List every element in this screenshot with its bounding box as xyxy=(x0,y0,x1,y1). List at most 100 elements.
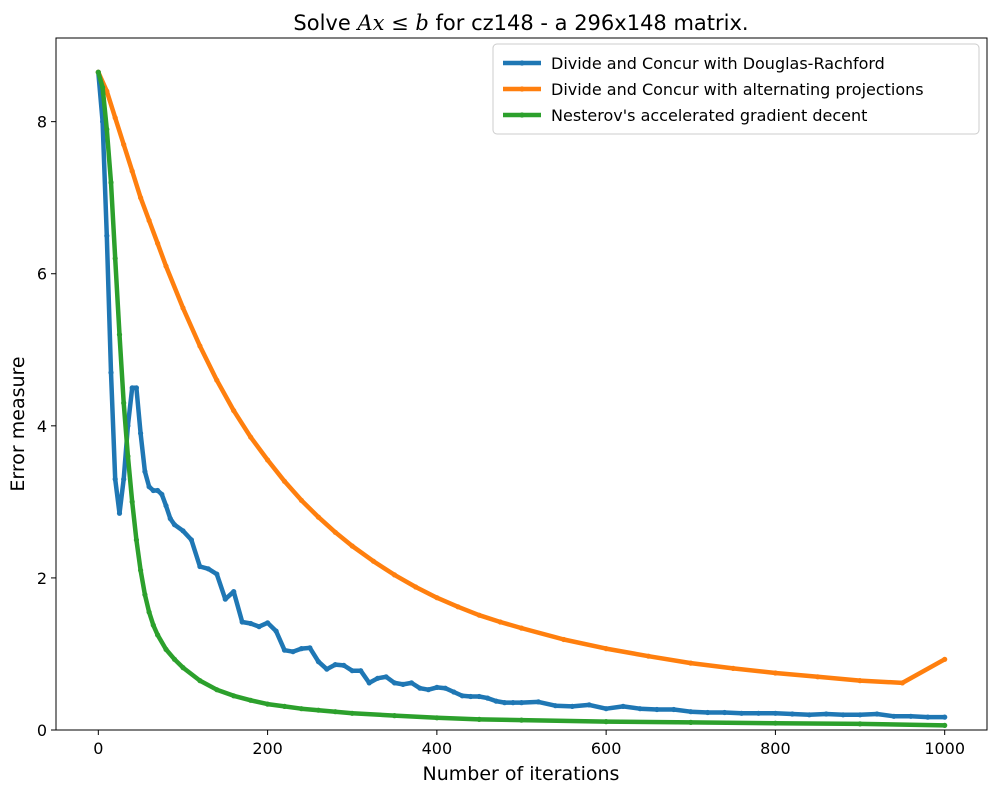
data-point xyxy=(133,385,139,391)
data-point xyxy=(146,484,152,490)
data-point xyxy=(370,558,376,564)
series-line-2 xyxy=(96,69,947,686)
data-point xyxy=(112,115,118,121)
data-point xyxy=(497,619,503,625)
data-point xyxy=(857,678,863,684)
legend-box xyxy=(492,43,980,135)
data-point xyxy=(569,703,575,710)
data-point xyxy=(586,702,592,708)
data-point xyxy=(358,668,364,674)
series-3 xyxy=(95,69,948,729)
data-point xyxy=(125,453,131,459)
data-point xyxy=(150,622,156,628)
data-point xyxy=(290,649,296,655)
data-point xyxy=(315,707,321,713)
data-point xyxy=(535,699,542,705)
y-tick-label: 6 xyxy=(37,265,47,284)
data-point xyxy=(138,430,144,436)
data-point xyxy=(391,572,398,578)
y-tick-label: 4 xyxy=(37,417,47,436)
data-point xyxy=(772,710,779,716)
data-point xyxy=(100,84,106,90)
data-point xyxy=(163,263,169,269)
data-point xyxy=(155,632,161,638)
data-point xyxy=(645,653,652,659)
data-point xyxy=(214,687,220,693)
data-point xyxy=(231,693,237,699)
data-point xyxy=(476,693,482,700)
data-point xyxy=(298,646,304,652)
y-tick-label: 0 xyxy=(37,721,47,740)
data-point xyxy=(518,700,525,706)
axes-frame xyxy=(55,37,988,731)
data-point xyxy=(510,700,516,706)
data-point xyxy=(256,624,262,630)
data-point xyxy=(214,377,220,383)
data-point xyxy=(163,503,169,509)
data-point xyxy=(273,628,279,634)
data-point xyxy=(739,710,745,716)
x-tick-label: 0 xyxy=(93,739,103,758)
data-point xyxy=(150,487,156,494)
data-point xyxy=(104,88,110,94)
data-point xyxy=(603,646,609,652)
data-point xyxy=(772,720,779,726)
data-point xyxy=(265,457,271,463)
x-tick-label: 200 xyxy=(252,739,283,758)
data-point xyxy=(654,706,660,713)
data-point xyxy=(108,179,114,186)
series-1 xyxy=(95,69,948,720)
data-point xyxy=(95,69,101,75)
data-point xyxy=(942,714,948,720)
data-point xyxy=(142,592,148,598)
data-point xyxy=(603,719,609,725)
data-point xyxy=(231,408,237,414)
data-point xyxy=(248,697,254,703)
data-point xyxy=(899,680,906,686)
data-point xyxy=(383,674,389,680)
data-point xyxy=(180,665,186,671)
chart-title-prefix: Solve xyxy=(293,11,357,35)
data-point xyxy=(857,712,863,718)
data-point xyxy=(705,709,711,716)
data-point xyxy=(925,714,931,720)
data-point xyxy=(281,647,288,653)
data-point xyxy=(146,609,152,615)
data-point xyxy=(413,584,419,590)
data-point xyxy=(116,510,123,516)
data-point xyxy=(451,689,457,695)
data-point xyxy=(205,566,211,572)
data-point xyxy=(485,695,491,701)
data-point xyxy=(806,712,812,718)
data-point xyxy=(180,528,186,534)
data-point xyxy=(121,476,127,482)
data-point xyxy=(476,716,482,723)
data-point xyxy=(375,675,381,681)
data-point xyxy=(231,589,237,595)
data-point xyxy=(442,685,448,691)
data-point xyxy=(222,596,228,602)
data-point xyxy=(349,543,355,549)
data-point xyxy=(171,656,178,662)
data-point xyxy=(248,620,254,627)
data-point xyxy=(332,662,338,668)
data-point xyxy=(840,712,846,718)
y-axis-label: Error measure xyxy=(7,356,29,491)
x-tick-label: 600 xyxy=(591,739,622,758)
data-point xyxy=(391,680,398,686)
data-point xyxy=(281,703,288,710)
data-point xyxy=(197,343,203,349)
data-point xyxy=(349,668,355,674)
data-point xyxy=(620,703,626,710)
data-point xyxy=(307,645,313,651)
data-point xyxy=(265,701,271,707)
data-point xyxy=(476,612,482,618)
data-point xyxy=(942,722,948,729)
legend-item-3: Nesterov's accelerated gradient decent xyxy=(503,106,867,125)
data-point xyxy=(142,468,148,475)
data-point xyxy=(417,685,423,691)
data-point xyxy=(265,620,271,626)
data-point xyxy=(908,713,914,719)
data-point xyxy=(197,678,203,684)
data-point xyxy=(197,563,203,570)
